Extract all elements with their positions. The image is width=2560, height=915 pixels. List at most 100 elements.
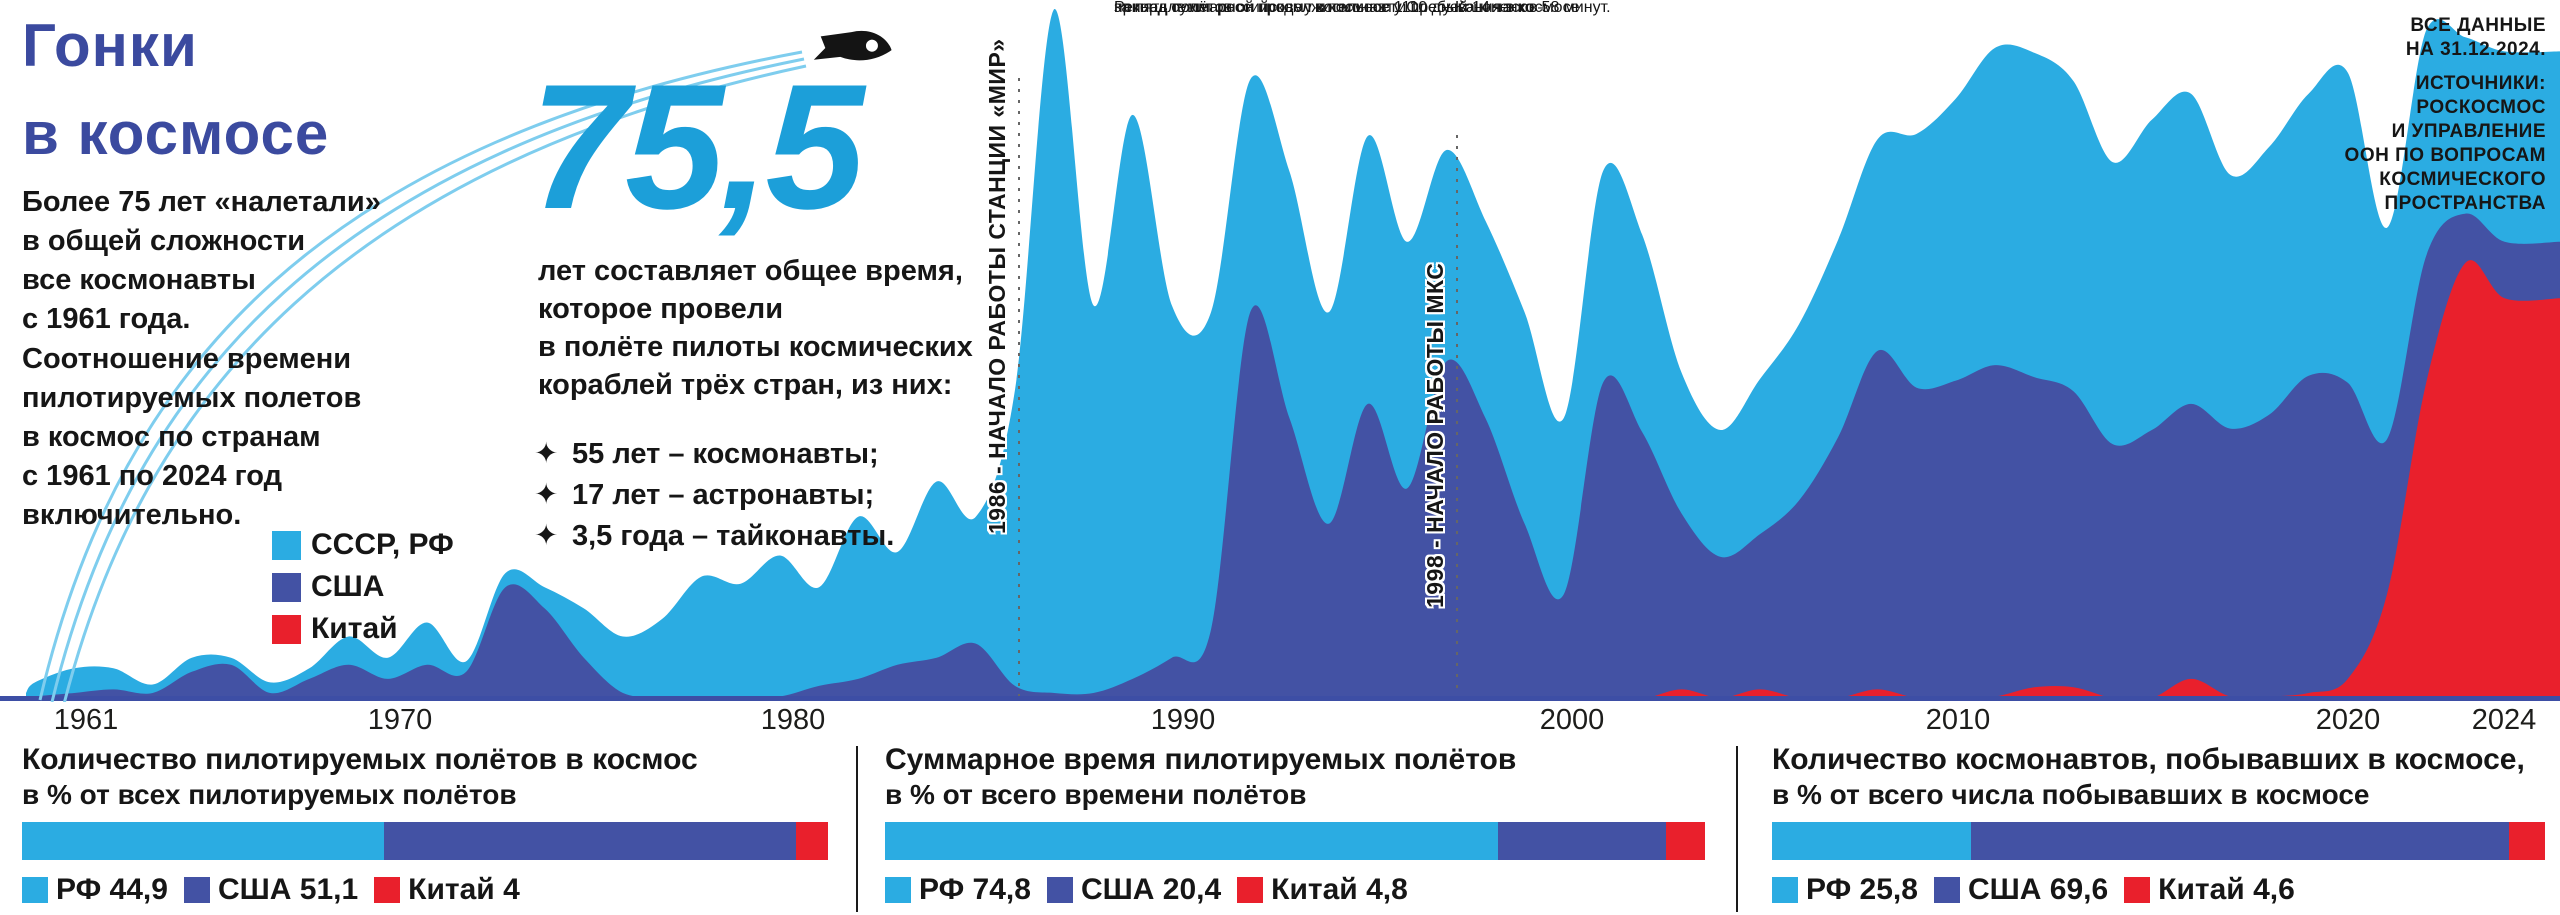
panel-legend-swatch <box>1046 877 1073 903</box>
page-title-line2: в космосе <box>22 100 330 167</box>
intro-line: в космос по странам <box>22 421 321 453</box>
legend-label: Китай <box>311 612 398 645</box>
bullet-item: ✦ 55 лет – космонавты; <box>534 434 894 475</box>
panel-legend-label: РФ 74,8 <box>919 873 1031 906</box>
bar-segment-США <box>1971 822 2510 860</box>
panel-legend-item: РФ 25,8 <box>1772 873 1918 907</box>
intro-line: с 1961 по 2024 год <box>22 460 283 492</box>
stacked-bar <box>885 822 1705 860</box>
legend-item: США <box>272 566 454 608</box>
panel-subtitle: в % от всего времени полётов <box>885 779 1307 810</box>
intro-line: включительно. <box>22 499 242 531</box>
sources-line: И УПРАВЛЕНИЕ <box>2391 121 2546 142</box>
panel-legend-swatch <box>885 877 911 903</box>
bullet-text: 55 лет – космонавты; <box>572 438 879 470</box>
bullet-text: 17 лет – астронавты; <box>572 479 875 511</box>
panel-title: Количество космонавтов, побывавших в кос… <box>1772 743 2525 776</box>
x-axis-line <box>0 696 2560 701</box>
star-bullet-icon: ✦ <box>534 438 559 470</box>
star-bullet-icon: ✦ <box>534 479 559 511</box>
panel-divider <box>856 746 858 912</box>
panel-cosmonauts-count: Количество космонавтов, побывавших в кос… <box>1772 742 2545 907</box>
panel-subtitle: в % от всех пилотируемых полётов <box>22 779 517 810</box>
page-title-line1: Гонки <box>22 12 198 79</box>
panel-legend-swatch <box>1772 877 1798 903</box>
legend-swatch <box>272 614 301 644</box>
sources-line: ПРОСТРАНСТВА <box>2384 193 2546 214</box>
panel-legend-swatch <box>22 877 48 903</box>
panel-legend: РФ 25,8 США 69,6 Китай 4,6 <box>1772 873 2545 907</box>
panel-legend-label: США 69,6 <box>1967 873 2109 906</box>
sources-line: РОСКОСМОС <box>2416 97 2546 118</box>
axis-tick-label: 1990 <box>1150 704 1216 736</box>
bar-segment-США <box>383 822 796 860</box>
panel-legend-label: РФ 44,9 <box>56 873 168 906</box>
panel-legend-item: Китай 4 <box>374 873 520 907</box>
panel-legend-swatch <box>2124 877 2151 903</box>
panel-flights-count: Количество пилотируемых полётов в космос… <box>22 742 828 907</box>
record-note-line1: Рекорд суммарной продолжительности пребы… <box>1114 0 1580 16</box>
legend-swatch <box>272 530 301 560</box>
panel-legend-swatch <box>183 877 210 903</box>
bullet-text: 3,5 года – тайконавты. <box>572 520 895 552</box>
legend-label: СССР, РФ <box>311 528 454 561</box>
axis-tick-label: 1961 <box>53 704 119 736</box>
sources-line: ООН ПО ВОПРОСАМ <box>2344 145 2546 166</box>
stacked-area-chart <box>0 9 2560 701</box>
panel-legend: РФ 44,9 США 51,1 Китай 4 <box>22 873 828 907</box>
panel-legend-item: США 51,1 <box>183 873 359 907</box>
x-axis-labels: 1961 1970 1980 1990 2000 2010 2020 2024 <box>0 704 2560 738</box>
sources-line: КОСМИЧЕСКОГО <box>2379 169 2546 190</box>
panel-legend-item: РФ 44,9 <box>22 873 168 907</box>
intro-line: с 1961 года. <box>22 303 191 335</box>
intro-line: Более 75 лет «налетали» <box>22 186 381 218</box>
axis-tick-label: 2024 <box>2471 704 2537 736</box>
legend-item: Китай <box>272 608 454 650</box>
panel-legend-swatch <box>1237 877 1264 903</box>
bar-segment-РФ <box>885 822 1499 860</box>
highlight-desc-line: кораблей трёх стран, из них: <box>538 369 953 401</box>
highlight-description: лет составляет общее время, которое прове… <box>538 252 973 404</box>
panel-legend-item: РФ 74,8 <box>885 873 1031 907</box>
star-bullet-icon: ✦ <box>534 520 559 552</box>
bar-segment-РФ <box>1772 822 1972 860</box>
intro-line: пилотируемых полетов <box>22 382 362 414</box>
panel-legend-item: США 20,4 <box>1046 873 1221 907</box>
intro-paragraph-1: Более 75 лет «налетали» в общей сложности… <box>22 183 381 339</box>
bullet-item: ✦ 3,5 года – тайконавты. <box>534 516 894 557</box>
highlight-desc-line: которое провели <box>538 293 784 325</box>
bullet-item: ✦ 17 лет – астронавты; <box>534 475 894 516</box>
intro-line: Соотношение времени <box>22 343 352 375</box>
milestone-label-mir: 1986 - НАЧАЛО РАБОТЫ СТАНЦИИ «МИР» <box>984 38 1010 534</box>
panel-title: Количество пилотируемых полётов в космос <box>22 743 698 776</box>
panel-flight-time: Суммарное время пилотируемых полётов в % … <box>885 742 1705 907</box>
axis-tick-label: 2020 <box>2315 704 2381 736</box>
panel-subtitle: в % от всего числа побывавших в космосе <box>1772 779 2370 810</box>
highlight-number: 75,5 <box>530 47 864 246</box>
highlight-desc-line: лет составляет общее время, <box>538 255 963 287</box>
stacked-bar <box>22 822 828 860</box>
axis-tick-label: 2000 <box>1539 704 1605 736</box>
sources-line: ИСТОЧНИКИ: <box>2415 73 2546 94</box>
legend-item: СССР, РФ <box>272 524 454 566</box>
legend-label: США <box>311 570 385 603</box>
sources-note: ИСТОЧНИКИ: РОСКОСМОС И УПРАВЛЕНИЕ ООН ПО ВО… <box>2345 72 2546 216</box>
panel-title: Суммарное время пилотируемых полётов <box>885 743 1517 776</box>
intro-line: в общей сложности <box>22 225 306 257</box>
panel-legend-item: Китай 4,6 <box>2124 873 2295 907</box>
highlight-desc-line: в полёте пилоты космических <box>538 331 973 363</box>
axis-tick-label: 2010 <box>1925 704 1991 736</box>
panel-legend-label: США 51,1 <box>217 873 359 906</box>
panel-divider <box>1736 746 1738 912</box>
bar-segment-РФ <box>22 822 384 860</box>
panel-legend-label: Китай 4 <box>408 873 520 906</box>
intro-paragraph-2: Соотношение времени пилотируемых полетов в… <box>22 340 361 535</box>
panel-legend-label: Китай 4,6 <box>2158 873 2295 906</box>
area-series-США <box>26 213 2560 700</box>
panel-legend: РФ 74,8 США 20,4 Китай 4,8 <box>885 873 1705 907</box>
milestone-label-iss: 1998 - НАЧАЛО РАБОТЫ МКС <box>1422 262 1448 608</box>
data-date-note: ВСЕ ДАННЫЕ НА 31.12.2024. <box>2406 14 2546 62</box>
axis-tick-label: 1970 <box>367 704 433 736</box>
stacked-bar <box>1772 822 2545 860</box>
panel-legend-item: Китай 4,8 <box>1237 873 1408 907</box>
